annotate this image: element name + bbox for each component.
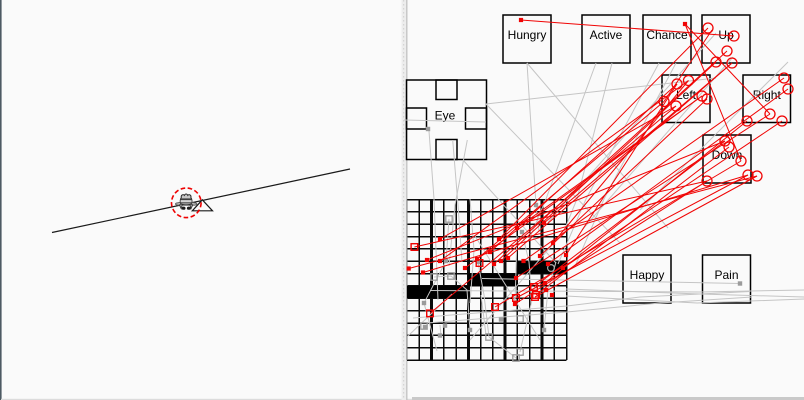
svg-text:Happy: Happy: [630, 268, 665, 282]
svg-text:Hungry: Hungry: [508, 28, 547, 42]
svg-text:Active: Active: [590, 28, 623, 42]
svg-text:Eye: Eye: [435, 108, 456, 122]
svg-text:Pain: Pain: [714, 268, 738, 282]
svg-text:Down: Down: [712, 148, 743, 162]
